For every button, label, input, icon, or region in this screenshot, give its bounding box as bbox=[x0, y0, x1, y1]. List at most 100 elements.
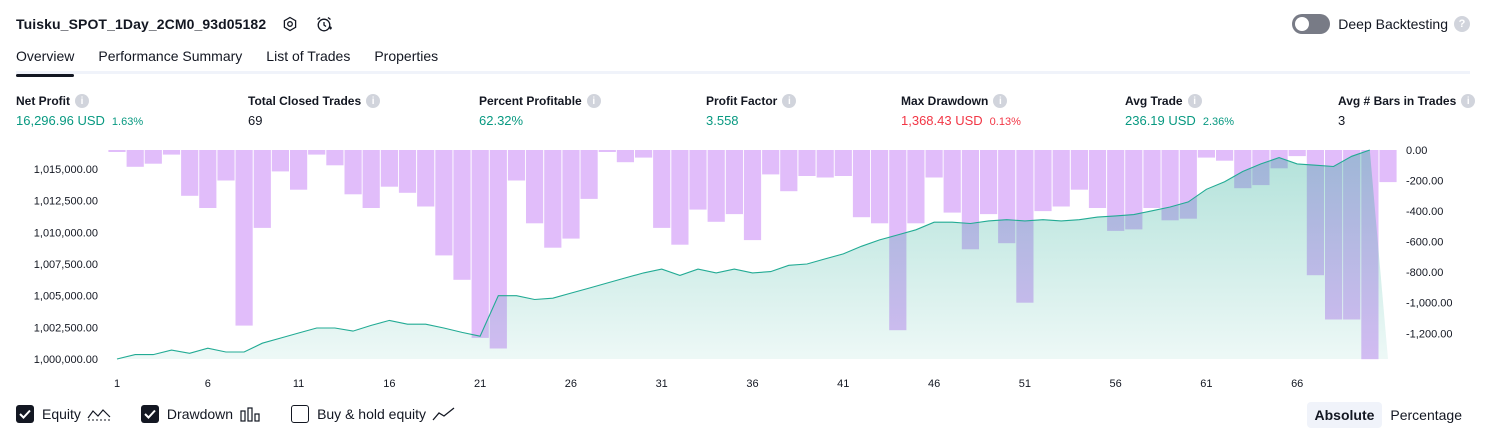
drawdown-bar bbox=[199, 150, 217, 208]
metric-avg-trade: Avg Trade i 236.19 USD 2.36% bbox=[1125, 93, 1234, 128]
tab-overview[interactable]: Overview bbox=[16, 42, 75, 77]
equity-checkbox[interactable] bbox=[16, 405, 34, 423]
drawdown-checkbox[interactable] bbox=[140, 405, 159, 423]
left-tick-label: 1,010,000.00 bbox=[34, 227, 98, 239]
metric-value: 62.32% bbox=[479, 113, 524, 128]
x-tick-label: 31 bbox=[656, 378, 668, 390]
mode-absolute-button[interactable]: Absolute bbox=[1306, 402, 1383, 428]
legend-drawdown[interactable]: Drawdown bbox=[140, 405, 261, 423]
drawdown-bar bbox=[326, 150, 344, 166]
drawdown-bar bbox=[580, 150, 598, 199]
metric-label: Max Drawdown bbox=[901, 94, 989, 108]
strategy-header: Tuisku_SPOT_1Day_2CM0_93d05182 bbox=[16, 12, 334, 36]
left-tick-label: 1,007,500.00 bbox=[34, 259, 98, 271]
drawdown-bar bbox=[417, 150, 435, 207]
metric-value: 1,368.43 USD bbox=[901, 113, 983, 128]
drawdown-bar bbox=[725, 150, 743, 215]
legend-buy-hold[interactable]: Buy & hold equity bbox=[291, 405, 456, 423]
legend-equity[interactable]: Equity bbox=[16, 405, 111, 423]
right-tick-label: -1,000.00 bbox=[1406, 298, 1452, 310]
chart-legend: Equity Drawdown Buy & hold equity bbox=[16, 403, 486, 425]
metrics-row: Net Profit i 16,296.96 USD 1.63% Total Clo… bbox=[0, 93, 1486, 133]
metric-label: Percent Profitable bbox=[479, 94, 582, 108]
x-tick-label: 1 bbox=[114, 378, 120, 390]
drawdown-bar bbox=[562, 150, 580, 239]
x-tick-label: 41 bbox=[837, 378, 849, 390]
drawdown-bar bbox=[707, 150, 725, 222]
drawdown-bar bbox=[780, 150, 798, 192]
metric-label: Net Profit bbox=[16, 94, 70, 108]
info-icon[interactable]: i bbox=[1461, 94, 1476, 108]
x-tick-label: 6 bbox=[205, 378, 211, 390]
metric-avg-bars: Avg # Bars in Trades i 3 bbox=[1338, 93, 1476, 128]
view-mode-switch: Absolute Percentage bbox=[1306, 402, 1471, 428]
info-icon[interactable]: i bbox=[1187, 94, 1202, 108]
metric-value: 16,296.96 USD bbox=[16, 113, 105, 128]
drawdown-bar bbox=[980, 150, 998, 215]
drawdown-bar bbox=[544, 150, 562, 248]
drawdown-bar bbox=[743, 150, 762, 241]
tab-performance-summary[interactable]: Performance Summary bbox=[98, 48, 243, 64]
deep-backtesting-toggle[interactable] bbox=[1292, 14, 1331, 34]
right-tick-label: 0.00 bbox=[1406, 145, 1427, 157]
equity-line bbox=[116, 149, 1370, 360]
drawdown-bar bbox=[1216, 150, 1234, 161]
right-axis: 0.00 -200.00 -400.00 -600.00 -800.00 -1,000.0… bbox=[1406, 145, 1452, 340]
drawdown-bar bbox=[762, 150, 780, 175]
drawdown-bar bbox=[689, 150, 707, 210]
alarm-clock-icon[interactable] bbox=[314, 14, 334, 34]
info-icon[interactable]: i bbox=[586, 94, 601, 108]
info-icon[interactable]: i bbox=[366, 94, 381, 108]
right-tick-label: -600.00 bbox=[1406, 237, 1443, 249]
drawdown-bar bbox=[398, 150, 417, 193]
deep-backtesting: Deep Backtesting ? bbox=[1292, 12, 1470, 36]
equity-area bbox=[117, 150, 1388, 359]
equity-line-icon bbox=[87, 406, 111, 422]
metric-percent: 0.13% bbox=[989, 116, 1021, 128]
drawdown-bar bbox=[616, 150, 634, 163]
mode-percentage-button[interactable]: Percentage bbox=[1390, 407, 1462, 423]
tab-properties[interactable]: Properties bbox=[374, 48, 439, 64]
metric-label: Avg # Bars in Trades bbox=[1338, 94, 1457, 108]
info-icon[interactable]: i bbox=[993, 94, 1008, 108]
right-tick-label: -1,200.00 bbox=[1406, 328, 1452, 340]
drawdown-bar bbox=[435, 150, 453, 256]
drawdown-bar bbox=[671, 150, 689, 245]
tab-list-of-trades[interactable]: List of Trades bbox=[266, 48, 351, 64]
drawdown-bar bbox=[1379, 150, 1397, 183]
metric-label: Avg Trade bbox=[1125, 94, 1183, 108]
left-axis: 1,000,000.00 1,002,500.00 1,005,000.00 1,00… bbox=[34, 164, 98, 366]
drawdown-bar bbox=[108, 150, 126, 152]
metric-value: 236.19 USD bbox=[1125, 113, 1196, 128]
drawdown-bar bbox=[1034, 150, 1052, 212]
legend-label: Buy & hold equity bbox=[317, 406, 427, 422]
strategy-title: Tuisku_SPOT_1Day_2CM0_93d05182 bbox=[16, 16, 267, 32]
info-icon[interactable]: i bbox=[75, 94, 89, 108]
x-tick-label: 26 bbox=[565, 378, 577, 390]
drawdown-bar bbox=[126, 150, 144, 167]
drawdown-bar bbox=[1088, 150, 1107, 208]
metric-percent: 1.63% bbox=[111, 116, 144, 128]
drawdown-bar bbox=[308, 150, 326, 155]
info-icon[interactable]: i bbox=[782, 94, 797, 108]
buy-hold-checkbox[interactable] bbox=[291, 405, 310, 423]
x-tick-label: 11 bbox=[293, 378, 304, 390]
x-tick-label: 66 bbox=[1291, 378, 1303, 390]
drawdown-bar bbox=[635, 150, 653, 158]
help-icon[interactable]: ? bbox=[1454, 16, 1470, 32]
gear-icon[interactable] bbox=[280, 14, 300, 34]
x-tick-label: 51 bbox=[1019, 378, 1031, 390]
drawdown-bar bbox=[507, 150, 526, 181]
metric-label: Profit Factor bbox=[706, 94, 778, 108]
drawdown-bar bbox=[344, 150, 362, 195]
left-tick-label: 1,015,000.00 bbox=[34, 164, 98, 176]
right-tick-label: -800.00 bbox=[1406, 267, 1443, 279]
drawdown-bar bbox=[1143, 150, 1161, 208]
equity-drawdown-chart[interactable]: 1,000,000.00 1,002,500.00 1,005,000.00 1,00… bbox=[0, 140, 1486, 398]
drawdown-bar bbox=[653, 150, 671, 228]
drawdown-bar bbox=[1288, 150, 1306, 157]
drawdown-bar bbox=[907, 150, 925, 224]
x-tick-label: 36 bbox=[746, 378, 758, 390]
drawdown-bar bbox=[526, 150, 544, 224]
drawdown-bar bbox=[598, 150, 616, 152]
